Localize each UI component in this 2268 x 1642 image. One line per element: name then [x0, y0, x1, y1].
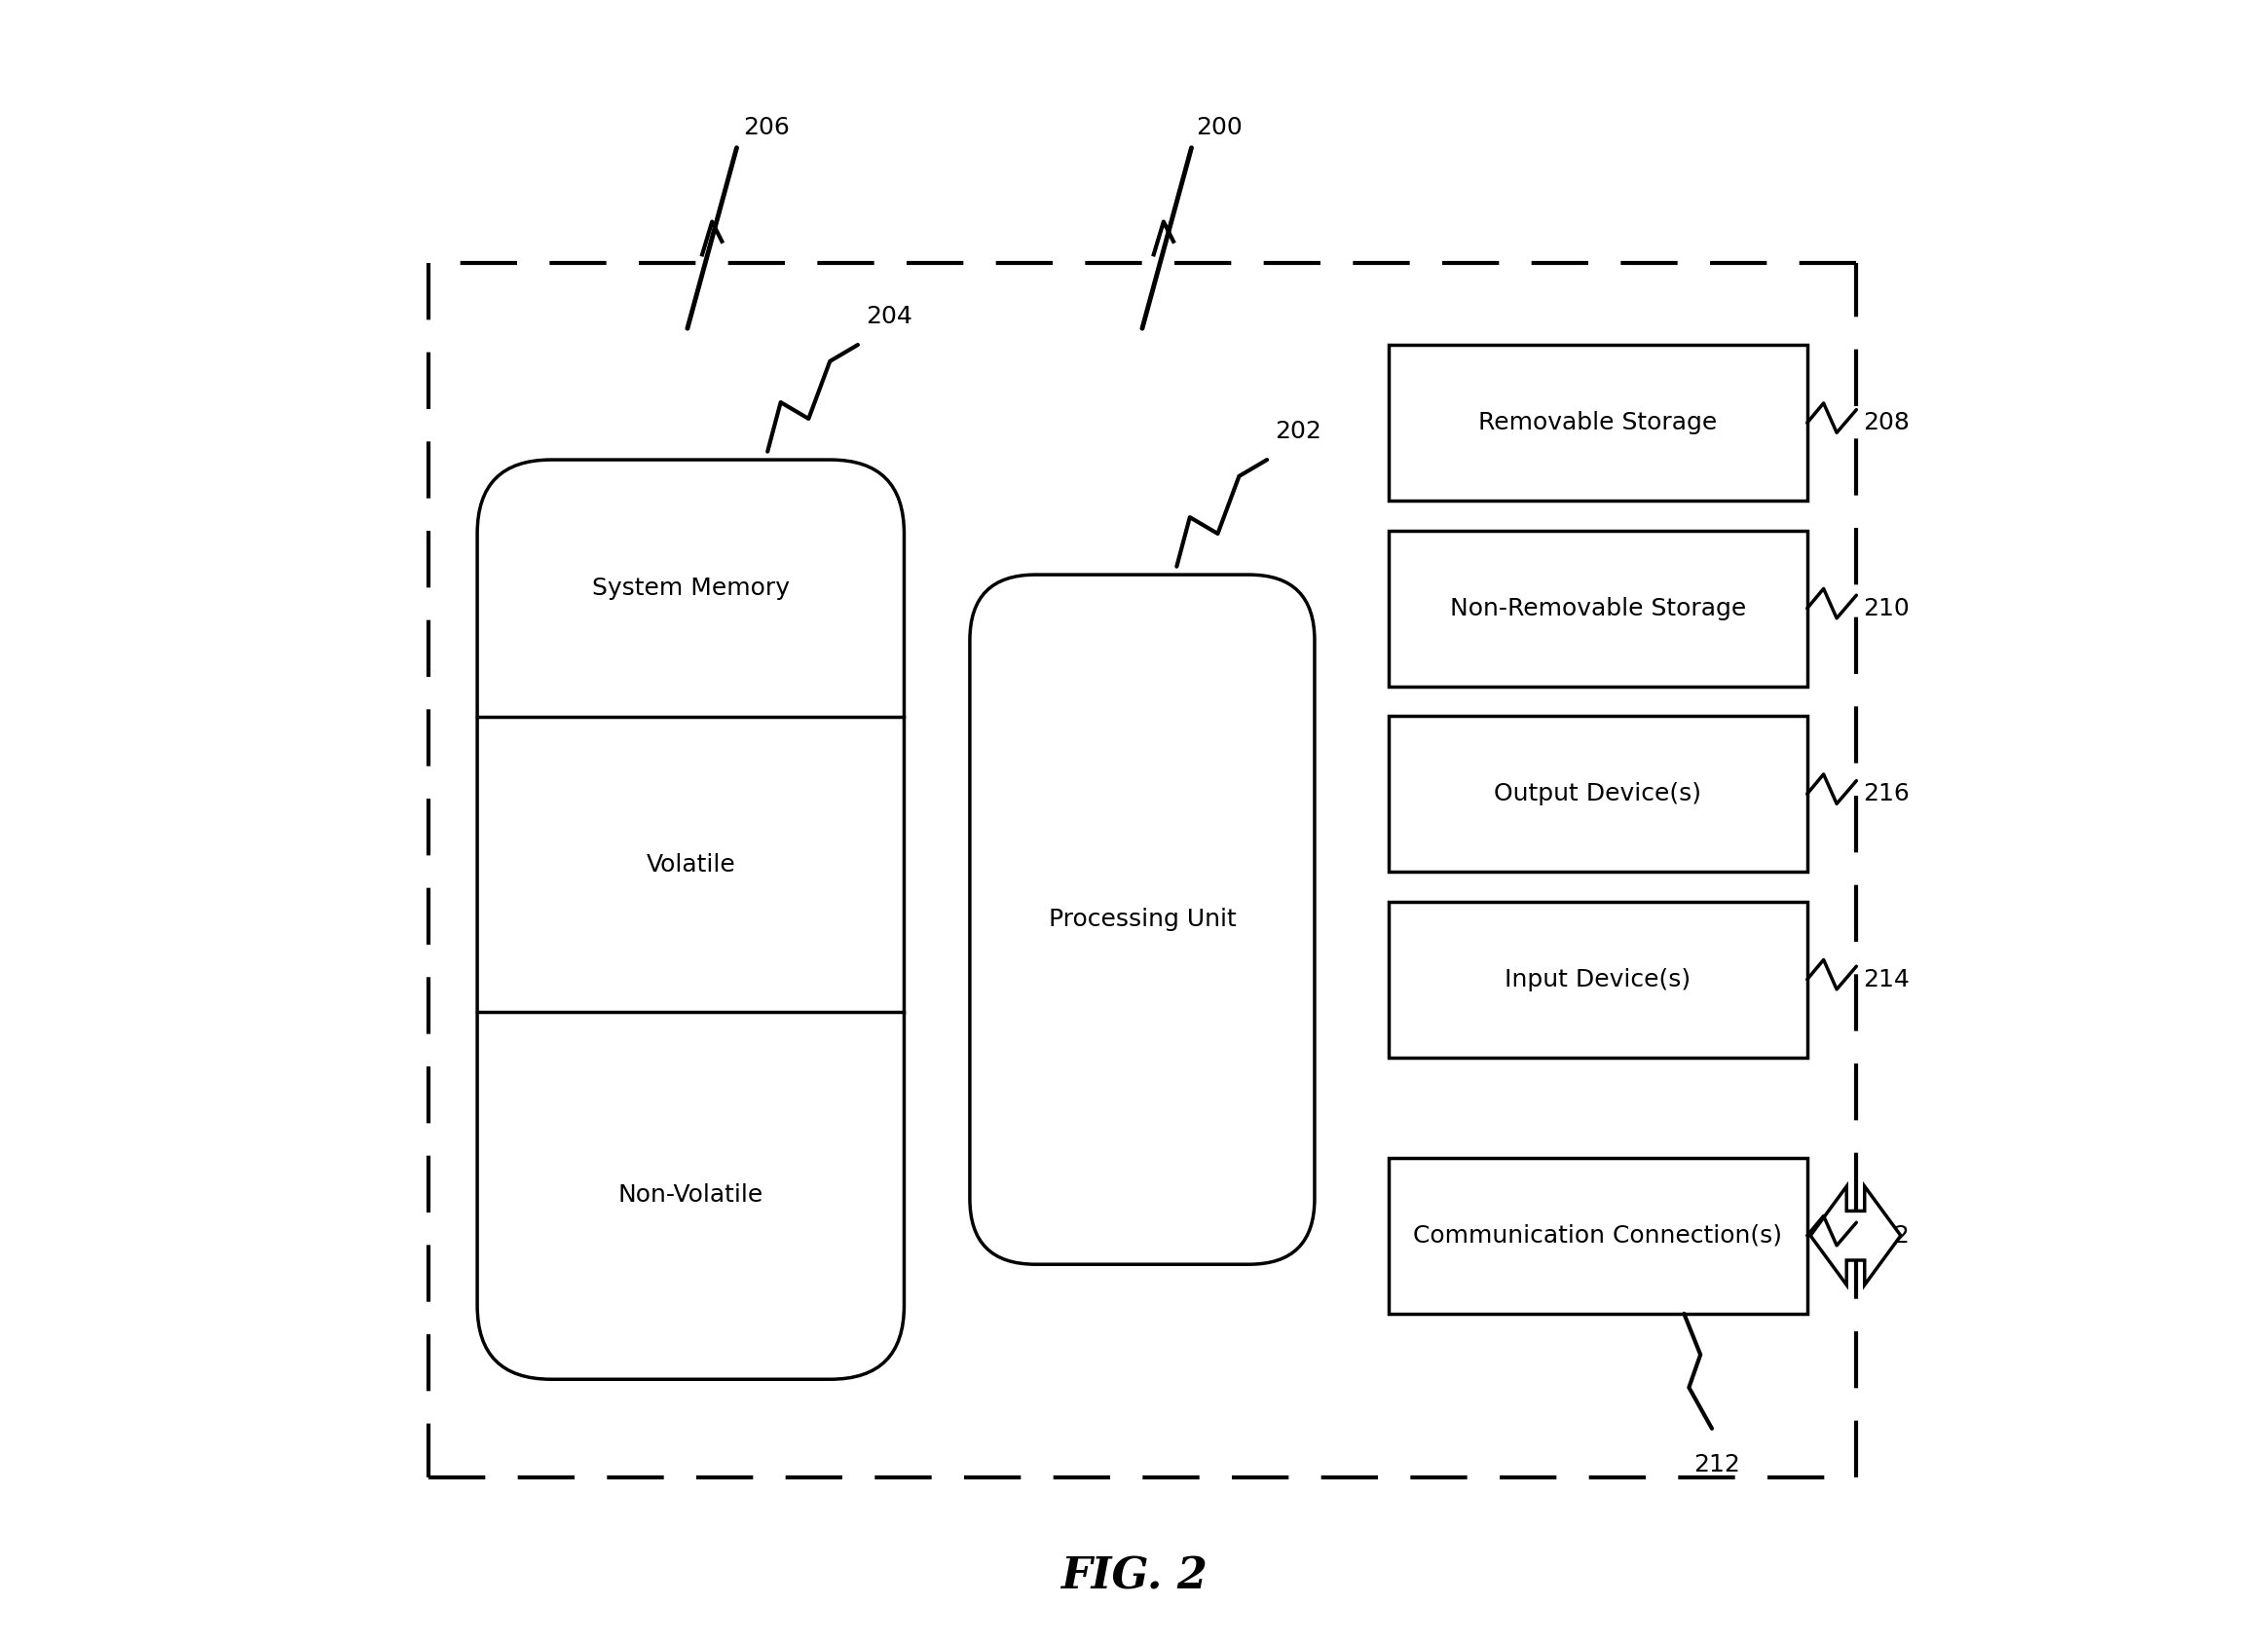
Text: 216: 216 — [1862, 782, 1910, 806]
Text: 212: 212 — [1694, 1453, 1740, 1476]
Text: 200: 200 — [1198, 117, 1243, 140]
Bar — [1388, 716, 1808, 872]
Text: 212: 212 — [1862, 1223, 1910, 1248]
Text: Removable Storage: Removable Storage — [1479, 410, 1717, 435]
Text: 206: 206 — [744, 117, 789, 140]
Text: FIG. 2: FIG. 2 — [1061, 1555, 1207, 1598]
Text: Non-Removable Storage: Non-Removable Storage — [1449, 596, 1746, 621]
Text: 214: 214 — [1862, 967, 1910, 992]
Text: Processing Unit: Processing Unit — [1048, 908, 1236, 931]
Text: Non-Volatile: Non-Volatile — [619, 1184, 764, 1207]
Bar — [1388, 1158, 1808, 1314]
Text: 202: 202 — [1275, 420, 1322, 443]
Text: Volatile: Volatile — [646, 852, 735, 877]
FancyBboxPatch shape — [476, 460, 905, 1379]
Bar — [1388, 530, 1808, 686]
Text: 208: 208 — [1862, 410, 1910, 435]
Polygon shape — [1810, 1186, 1901, 1284]
Bar — [1388, 901, 1808, 1057]
Text: 210: 210 — [1862, 596, 1910, 621]
Text: Output Device(s): Output Device(s) — [1495, 782, 1701, 806]
Text: 204: 204 — [866, 305, 912, 328]
Text: Input Device(s): Input Device(s) — [1504, 967, 1692, 992]
Text: System Memory: System Memory — [592, 576, 789, 601]
Bar — [1388, 345, 1808, 501]
Text: Communication Connection(s): Communication Connection(s) — [1413, 1223, 1783, 1248]
FancyBboxPatch shape — [971, 575, 1315, 1264]
